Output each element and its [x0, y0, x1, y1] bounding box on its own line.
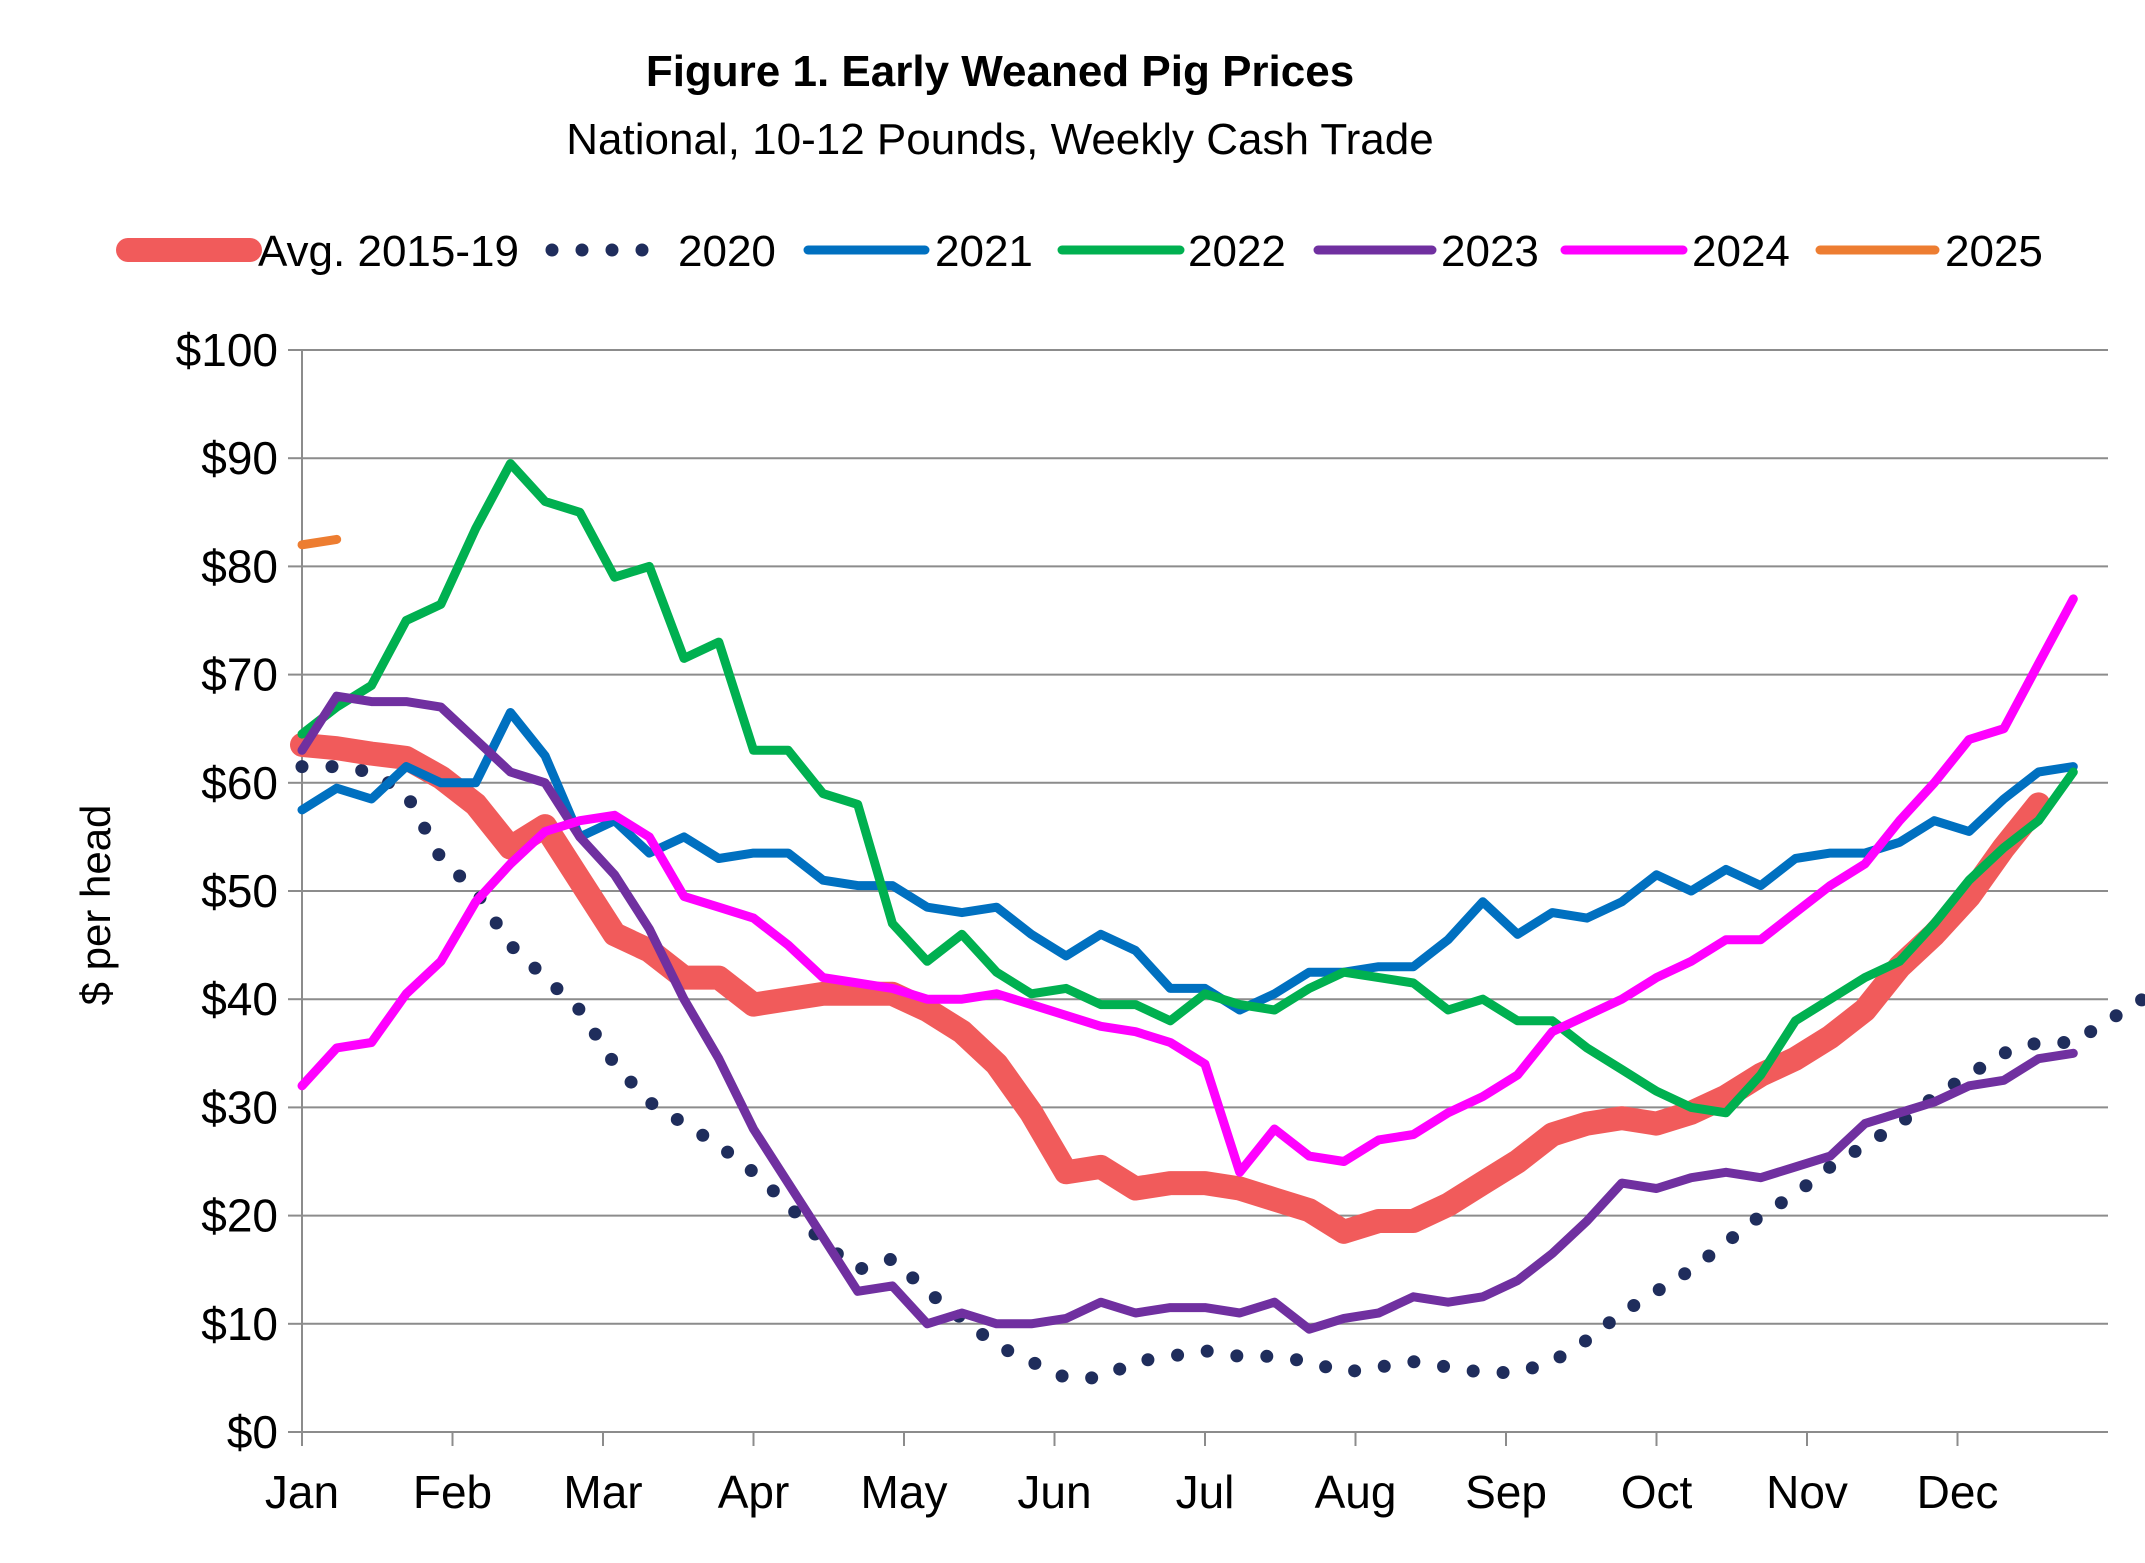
x-tick-label: Dec: [1917, 1466, 1999, 1518]
legend-label-2020: 2020: [678, 227, 776, 276]
x-tick-label: May: [861, 1466, 948, 1518]
chart-title: Figure 1. Early Weaned Pig Prices: [646, 47, 1354, 96]
x-tick-label: Jul: [1176, 1466, 1235, 1518]
gridlines: [302, 349, 2108, 1325]
legend: Avg. 2015-19 2020 2021 2022 2023 2024 2025: [116, 227, 2043, 276]
x-tick-label: Aug: [1315, 1466, 1397, 1518]
axes: $0 $10 $20 $30 $40 $50 $60 $70 $80 $90 $100 Jan Feb M…: [176, 324, 2108, 1518]
y-tick-label: $30: [201, 1081, 278, 1133]
series-line-2022: [297, 459, 2078, 1118]
legend-label-2022: 2022: [1188, 227, 1286, 276]
y-tick-label: $40: [201, 973, 278, 1025]
y-tick-label: $20: [201, 1190, 278, 1242]
series-line-2020: [295, 760, 2145, 1385]
x-tick-label: Jun: [1017, 1466, 1091, 1518]
y-tick-label: $80: [201, 540, 278, 592]
y-tick-label: $70: [201, 649, 278, 701]
x-tick-label: Sep: [1465, 1466, 1547, 1518]
series-lines: [290, 459, 2145, 1385]
y-tick-label: $90: [201, 432, 278, 484]
y-tick-label: $0: [227, 1406, 278, 1458]
y-tick-label: $10: [201, 1298, 278, 1350]
legend-label-2024: 2024: [1692, 227, 1790, 276]
legend-label-2025: 2025: [1945, 227, 2043, 276]
series-line-2024: [297, 594, 2078, 1177]
legend-label-2023: 2023: [1441, 227, 1539, 276]
y-axis-label: $ per head: [72, 805, 119, 1006]
y-tick-label: $50: [201, 865, 278, 917]
x-tick-label: Apr: [718, 1466, 790, 1518]
x-tick-label: Feb: [413, 1466, 492, 1518]
chart-subtitle: National, 10-12 Pounds, Weekly Cash Trad…: [566, 115, 1433, 164]
legend-label-2021: 2021: [935, 227, 1033, 276]
x-tick-label: Mar: [563, 1466, 642, 1518]
series-line-2023: [297, 691, 2078, 1334]
y-tick-label: $60: [201, 757, 278, 809]
x-tick-label: Oct: [1621, 1466, 1693, 1518]
x-tick-label: Nov: [1766, 1466, 1848, 1518]
x-tick-label: Jan: [265, 1466, 339, 1518]
y-tick-label: $100: [176, 324, 278, 376]
legend-label-avg-2015-19: Avg. 2015-19: [258, 227, 519, 276]
series-line-2021: [297, 708, 2078, 1015]
series-line-2025: [297, 534, 342, 550]
